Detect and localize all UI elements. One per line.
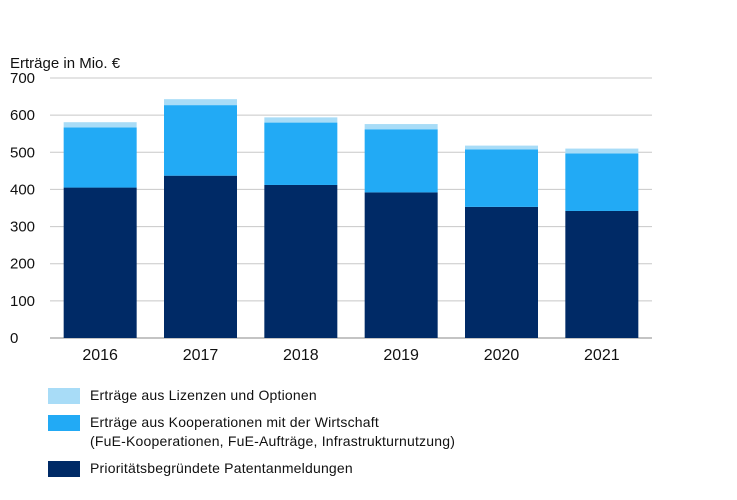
legend-swatch-licenses: [48, 388, 80, 404]
x-tick-label: 2019: [383, 347, 419, 364]
bar-segment-2016-0: [63, 187, 137, 338]
bar-segment-2020-0: [465, 206, 538, 338]
gridlines: [50, 77, 652, 339]
x-axis-ticks: 2016 2017 2018 2019 2020 2021: [82, 347, 619, 364]
y-tick-label: 600: [10, 107, 35, 124]
x-tick-label: 2021: [584, 347, 620, 364]
legend-item-licenses: Erträge aus Lizenzen und Optionen: [48, 386, 455, 405]
bar-segment-2020-1: [465, 149, 538, 207]
legend-item-patents: Prioritätsbegründete Patentanmeldungen: [48, 459, 455, 478]
y-tick-label: 700: [10, 70, 35, 87]
y-tick-label: 200: [10, 256, 35, 273]
bar-segment-2018-0: [264, 184, 338, 338]
legend-swatch-cooperations: [48, 415, 80, 431]
y-tick-label: 400: [10, 181, 35, 198]
bars: [63, 99, 639, 338]
y-axis-ticks: 0 100 200 300 400 500 600 700: [10, 70, 35, 347]
bar-segment-2018-2: [264, 117, 338, 123]
bar-segment-2019-1: [364, 129, 438, 193]
legend-label-cooperations: Erträge aus Kooperationen mit der Wirtsc…: [90, 414, 456, 449]
bar-segment-2016-2: [63, 122, 137, 128]
bar-segment-2021-2: [565, 148, 639, 154]
legend-label-licenses: Erträge aus Lizenzen und Optionen: [90, 387, 317, 403]
legend-label-patents: Prioritätsbegründete Patentanmeldungen: [90, 460, 353, 476]
y-tick-label: 500: [10, 144, 35, 161]
x-tick-label: 2017: [183, 347, 219, 364]
bar-segment-2021-0: [565, 210, 639, 338]
y-tick-label: 0: [10, 330, 18, 347]
y-tick-label: 300: [10, 219, 35, 236]
y-tick-label: 100: [10, 293, 35, 310]
legend-swatch-patents: [48, 461, 80, 477]
bar-segment-2016-1: [63, 127, 137, 188]
bar-segment-2017-1: [164, 105, 237, 176]
bar-segment-2020-2: [465, 145, 538, 150]
legend-item-cooperations: Erträge aus Kooperationen mit der Wirtsc…: [48, 413, 455, 451]
x-tick-label: 2018: [283, 347, 319, 364]
bar-segment-2019-2: [364, 124, 438, 130]
y-axis-label: Erträge in Mio. €: [10, 55, 121, 72]
bar-segment-2017-2: [164, 99, 237, 106]
bar-segment-2017-0: [164, 175, 237, 338]
legend: Erträge aus Lizenzen und Optionen Erträg…: [48, 386, 455, 486]
stacked-bar-chart: Erträge in Mio. € 0 100 200 300 400 500 600 700…: [10, 55, 652, 364]
x-tick-label: 2016: [82, 347, 118, 364]
bar-segment-2018-1: [264, 122, 338, 185]
x-tick-label: 2020: [484, 347, 520, 364]
bar-segment-2019-0: [364, 192, 438, 338]
bar-segment-2021-1: [565, 153, 639, 211]
